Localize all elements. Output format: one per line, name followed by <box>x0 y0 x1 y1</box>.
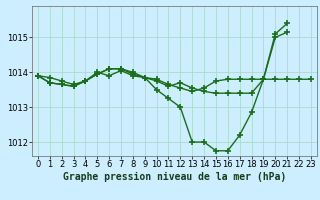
X-axis label: Graphe pression niveau de la mer (hPa): Graphe pression niveau de la mer (hPa) <box>63 172 286 182</box>
